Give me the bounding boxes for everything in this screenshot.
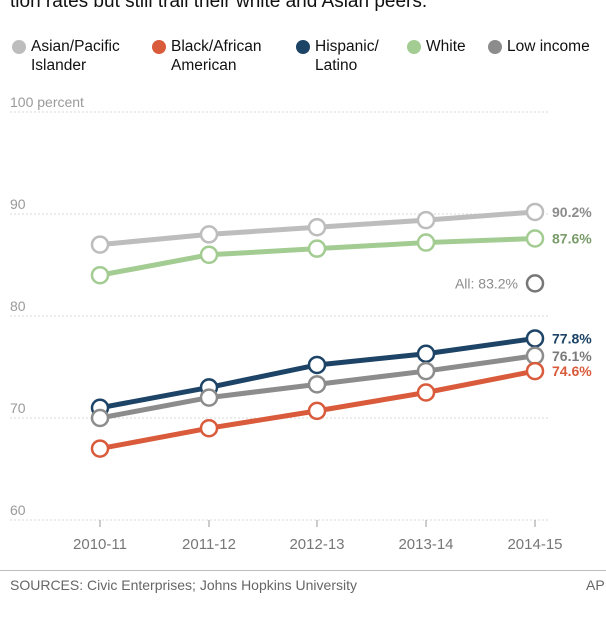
end-value-label: 77.8%: [552, 330, 592, 346]
legend: Asian/Pacific Islander Black/African Ame…: [6, 37, 606, 83]
data-point: [416, 344, 436, 363]
data-point: [416, 383, 436, 402]
legend-label-hispanic: Hispanic/ Latino: [315, 38, 379, 74]
data-point: [416, 233, 436, 252]
data-point: [307, 239, 327, 258]
data-point: [416, 210, 436, 230]
chart-subtitle: tion rates but still trail their white a…: [10, 0, 428, 11]
data-point: [90, 408, 110, 428]
legend-label-white: White: [426, 38, 466, 55]
footer-divider: [0, 570, 606, 571]
data-point: [307, 355, 327, 375]
data-point: [525, 329, 545, 348]
x-tick-label: 2014-15: [507, 536, 562, 553]
legend-label-asian: Asian/Pacific Islander: [31, 38, 120, 74]
legend-label-low-income: Low income: [507, 38, 590, 55]
end-value-label: 74.6%: [552, 363, 592, 379]
data-point: [525, 202, 545, 222]
line-chart: 60 70 80 90 100 percent 2010-11 2011-12 2012-13…: [10, 94, 592, 553]
data-point: [199, 418, 219, 438]
end-value-label: 87.6%: [552, 230, 592, 246]
legend-swatch-white: [407, 40, 421, 54]
end-value-label: 76.1%: [552, 348, 592, 364]
data-point: [199, 245, 219, 265]
y-tick-label: 100 percent: [10, 94, 84, 110]
data-point: [416, 361, 436, 381]
x-tick-label: 2013-14: [398, 536, 453, 553]
x-tick-label: 2011-12: [182, 536, 236, 553]
credit-label: AP: [586, 577, 605, 593]
data-point: [307, 375, 327, 394]
data-point: [307, 401, 327, 421]
data-point: [90, 439, 110, 458]
data-point: [525, 229, 545, 248]
y-tick-label: 80: [10, 298, 26, 314]
data-point: [199, 388, 219, 407]
data-point: [307, 218, 327, 237]
data-point: [90, 265, 110, 285]
y-tick-label: 60: [10, 502, 26, 518]
x-tick-label: 2010-11: [73, 536, 127, 553]
legend-swatch-black: [152, 40, 166, 54]
data-point: [199, 225, 219, 244]
end-value-label: 90.2%: [552, 204, 592, 220]
all-annotation-marker: [525, 274, 545, 293]
legend-swatch-low-income: [488, 40, 502, 54]
y-tick-label: 90: [10, 196, 26, 212]
data-point: [525, 346, 545, 366]
all-annotation-label: All: 83.2%: [455, 275, 518, 291]
y-tick-label: 70: [10, 400, 26, 416]
legend-swatch-hispanic: [296, 40, 310, 54]
data-point: [525, 361, 545, 381]
legend-swatch-asian: [12, 40, 26, 54]
data-point: [90, 235, 110, 254]
legend-label-black: Black/African American: [171, 38, 262, 74]
x-tick-label: 2012-13: [289, 536, 344, 553]
source-note: SOURCES: Civic Enterprises; Johns Hopkin…: [10, 577, 357, 593]
